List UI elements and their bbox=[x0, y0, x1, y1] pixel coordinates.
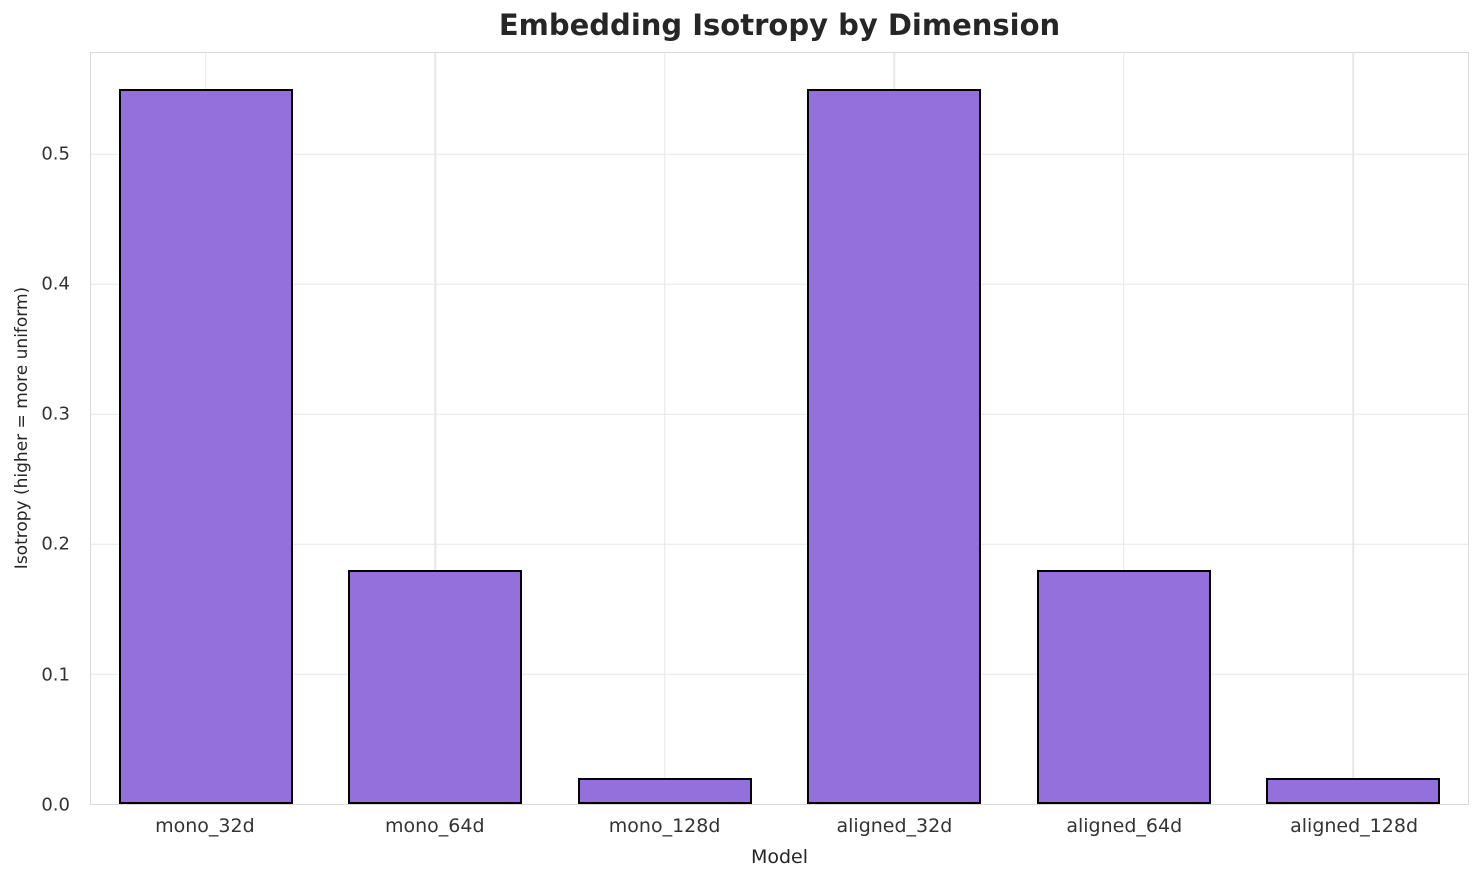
x-tick-label: mono_128d bbox=[608, 815, 721, 837]
bar-mono_64d bbox=[348, 570, 523, 804]
y-tick-label: 0.3 bbox=[41, 403, 70, 425]
y-tick-label: 0.2 bbox=[41, 533, 70, 555]
y-tick-label: 0.5 bbox=[41, 143, 70, 165]
gridline-horizontal bbox=[91, 413, 1468, 415]
gridline-vertical bbox=[434, 53, 436, 804]
bar-mono_128d bbox=[577, 778, 752, 804]
gridline-horizontal bbox=[91, 283, 1468, 286]
plot-area bbox=[90, 52, 1469, 805]
y-tick-label: 0.1 bbox=[41, 664, 70, 686]
y-tick-labels: 0.0 0.1 0.2 0.3 0.4 0.5 bbox=[0, 52, 80, 815]
x-tick-label: aligned_32d bbox=[836, 815, 953, 837]
bar-aligned_64d bbox=[1036, 570, 1211, 804]
x-axis-label: Model bbox=[750, 846, 809, 868]
x-tick-label: mono_32d bbox=[155, 815, 255, 837]
x-tick-labels: mono_32d mono_64d mono_128d aligned_32d alig… bbox=[90, 815, 1469, 841]
x-tick-label: aligned_64d bbox=[1066, 815, 1183, 837]
gridline-vertical bbox=[664, 53, 666, 804]
y-tick-label: 0.4 bbox=[41, 273, 70, 295]
bar-mono_32d bbox=[118, 89, 293, 804]
y-tick-label: 0.0 bbox=[41, 794, 70, 816]
gridline-horizontal bbox=[91, 673, 1468, 675]
gridline-vertical bbox=[1352, 53, 1354, 804]
gridline-horizontal bbox=[91, 543, 1468, 545]
x-tick-label: mono_64d bbox=[384, 815, 485, 837]
bar-aligned_32d bbox=[807, 89, 982, 804]
bar-aligned_128d bbox=[1266, 778, 1441, 804]
gridline-horizontal bbox=[91, 153, 1468, 156]
gridline-vertical bbox=[1123, 53, 1125, 804]
x-tick-label: aligned_128d bbox=[1290, 815, 1419, 837]
chart-title: Embedding Isotropy by Dimension bbox=[498, 8, 1061, 42]
